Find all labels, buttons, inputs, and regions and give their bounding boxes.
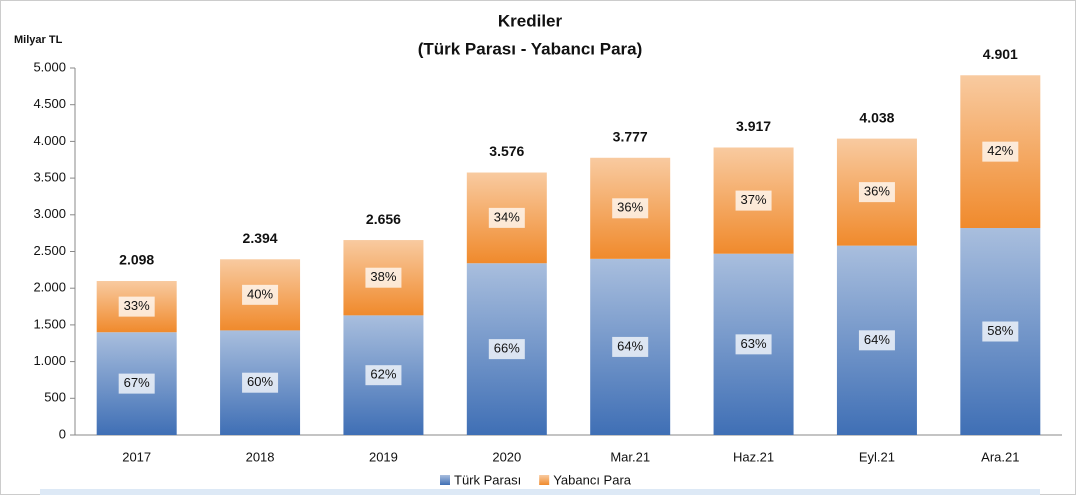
label-box (612, 336, 649, 357)
y-tick-label: 3.000 (33, 206, 66, 221)
y-tick-label: 4.000 (33, 133, 66, 148)
share-label: 64% (617, 338, 643, 353)
share-label: 34% (494, 209, 520, 224)
share-label: 62% (370, 367, 396, 382)
chart-title: Krediler (498, 11, 563, 30)
legend-label: Türk Parası (454, 472, 521, 487)
share-label: 38% (370, 269, 396, 284)
share-label: 67% (124, 375, 150, 390)
y-tick-label: 2.000 (33, 280, 66, 295)
label-box (858, 330, 895, 351)
y-tick-label: 0 (59, 426, 66, 441)
y-tick-label: 2.500 (33, 243, 66, 258)
x-tick-label: Eyl.21 (859, 449, 895, 464)
y-tick-label: 4.500 (33, 96, 66, 111)
total-label: 4.038 (859, 109, 894, 125)
x-tick-label: 2018 (246, 449, 275, 464)
total-label: 2.656 (366, 211, 401, 227)
label-box (612, 198, 649, 219)
label-box (365, 267, 402, 288)
label-box (488, 207, 525, 228)
share-label: 66% (494, 341, 520, 356)
y-tick-label: 1.500 (33, 316, 66, 331)
x-tick-label: Haz.21 (733, 449, 774, 464)
total-label: 2.394 (243, 230, 278, 246)
label-box (365, 365, 402, 386)
total-label: 3.917 (736, 118, 771, 134)
label-box (858, 182, 895, 203)
total-label: 4.901 (983, 46, 1018, 62)
share-label: 36% (864, 184, 890, 199)
total-label: 2.098 (119, 252, 154, 268)
y-tick-label: 5.000 (33, 59, 66, 74)
x-tick-label: 2020 (492, 449, 521, 464)
share-label: 60% (247, 374, 273, 389)
label-box (242, 372, 279, 393)
x-tick-label: 2017 (122, 449, 151, 464)
strip (40, 489, 1040, 495)
share-label: 33% (124, 298, 150, 313)
label-box (735, 190, 772, 211)
share-label: 58% (987, 323, 1013, 338)
total-label: 3.576 (489, 143, 524, 159)
chart-subtitle: (Türk Parası - Yabancı Para) (418, 39, 643, 58)
label-box (982, 141, 1019, 162)
share-label: 36% (617, 200, 643, 215)
y-tick-label: 500 (44, 390, 66, 405)
share-label: 37% (741, 192, 767, 207)
share-label: 42% (987, 143, 1013, 158)
label-box (982, 321, 1019, 342)
label-box (118, 373, 155, 394)
share-label: 64% (864, 332, 890, 347)
x-tick-label: Ara.21 (981, 449, 1019, 464)
legend-swatch (539, 475, 550, 485)
x-tick-label: 2019 (369, 449, 398, 464)
x-tick-label: Mar.21 (610, 449, 650, 464)
label-box (118, 296, 155, 317)
legend-swatch (440, 475, 450, 485)
y-tick-label: 1.000 (33, 353, 66, 368)
y-tick-label: 3.500 (33, 170, 66, 185)
share-label: 40% (247, 286, 273, 301)
total-label: 3.777 (613, 128, 648, 144)
label-box (242, 284, 279, 305)
label-box (488, 339, 525, 360)
label-box (735, 334, 772, 355)
y-axis-label: Milyar TL (14, 34, 63, 46)
share-label: 63% (741, 336, 767, 351)
legend-label: Yabancı Para (553, 472, 632, 487)
